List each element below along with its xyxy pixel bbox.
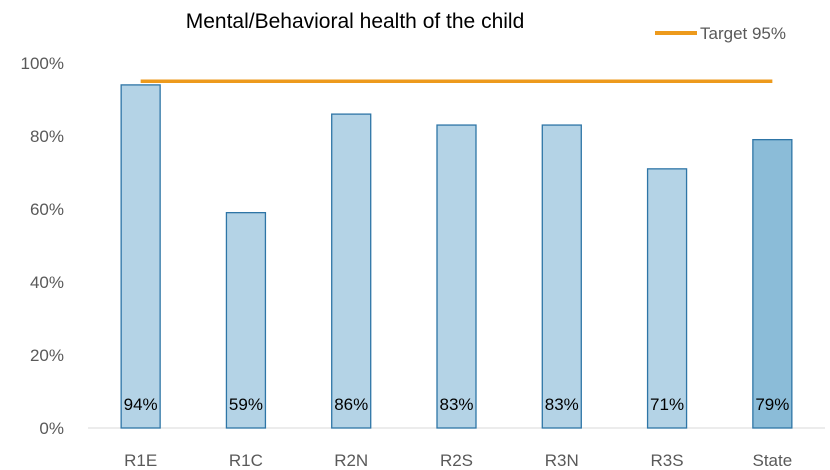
bar	[752, 138, 793, 429]
legend: Target 95%	[655, 24, 786, 43]
data-label: 59%	[229, 395, 263, 414]
data-labels: 94% 59% 86% 83% 83% 71% 79%	[124, 395, 790, 414]
bar	[225, 211, 267, 429]
data-label: 71%	[650, 395, 684, 414]
x-tick-label: R2S	[440, 451, 473, 470]
x-tick-label: R3S	[651, 451, 684, 470]
x-axis: R1E R1C R2N R2S R3N R3S State	[124, 451, 792, 470]
bar	[120, 84, 161, 429]
data-label: 79%	[755, 395, 789, 414]
data-label: 83%	[545, 395, 579, 414]
data-label: 86%	[334, 395, 368, 414]
y-tick-label: 20%	[30, 346, 64, 365]
y-tick-label: 40%	[30, 273, 64, 292]
y-tick-label: 60%	[30, 200, 64, 219]
x-tick-label: R1E	[124, 451, 157, 470]
data-label: 83%	[439, 395, 473, 414]
bar	[646, 168, 688, 429]
bars	[120, 84, 793, 429]
bar	[331, 113, 372, 429]
chart-title: Mental/Behavioral health of the child	[186, 10, 525, 33]
bar	[436, 124, 477, 429]
y-axis: 0% 20% 40% 60% 80% 100%	[21, 54, 825, 438]
y-tick-label: 80%	[30, 127, 64, 146]
bar	[541, 124, 582, 429]
x-tick-label: R3N	[545, 451, 579, 470]
y-tick-label: 0%	[39, 419, 64, 438]
x-tick-label: R1C	[229, 451, 263, 470]
x-tick-label: R2N	[334, 451, 368, 470]
data-label: 94%	[124, 395, 158, 414]
y-tick-label: 100%	[21, 54, 64, 73]
x-tick-label: State	[753, 451, 793, 470]
legend-target-label: Target 95%	[700, 24, 786, 43]
